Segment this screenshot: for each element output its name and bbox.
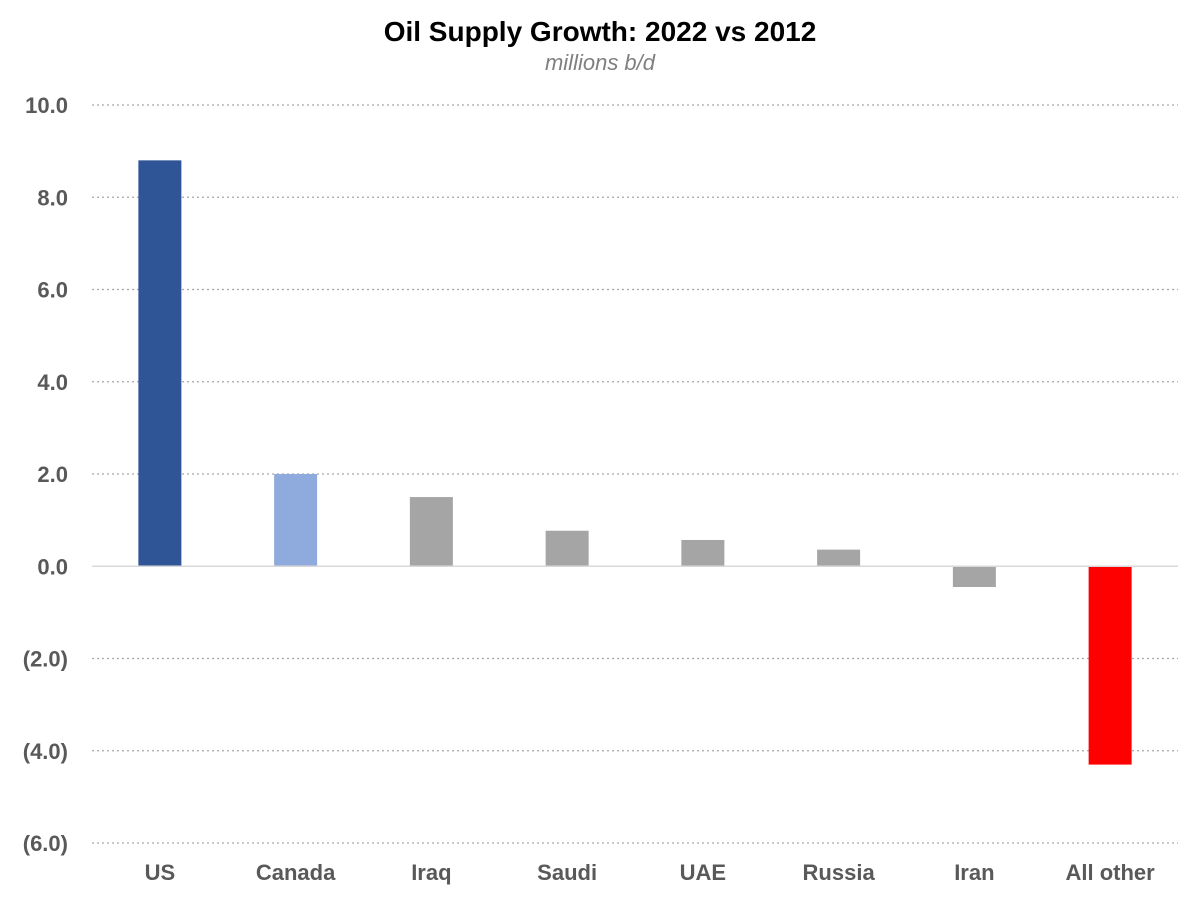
bar-russia	[817, 549, 861, 567]
y-tick-label: 6.0	[37, 278, 68, 303]
x-tick-label: Saudi	[537, 860, 597, 885]
y-tick-label: 2.0	[37, 462, 68, 487]
x-tick-label: US	[145, 860, 176, 885]
bar-saudi	[545, 530, 589, 567]
y-tick-label: (6.0)	[23, 831, 68, 856]
bar-iraq	[409, 497, 453, 567]
y-tick-label: (2.0)	[23, 647, 68, 672]
bar-us	[138, 160, 182, 567]
y-tick-label: 8.0	[37, 185, 68, 210]
bar-all-other	[1088, 566, 1132, 765]
bars	[138, 160, 1132, 765]
gridlines	[92, 104, 1178, 844]
x-tick-label: Russia	[803, 860, 876, 885]
x-tick-label: All other	[1066, 860, 1156, 885]
x-tick-label: Iran	[954, 860, 994, 885]
chart-title: Oil Supply Growth: 2022 vs 2012	[383, 16, 817, 47]
x-tick-label: Canada	[256, 860, 336, 885]
y-tick-label: (4.0)	[23, 739, 68, 764]
y-tick-label: 10.0	[25, 93, 68, 118]
x-tick-label: Iraq	[411, 860, 451, 885]
y-tick-label: 0.0	[37, 554, 68, 579]
y-tick-label: 4.0	[37, 370, 68, 395]
bar-uae	[681, 539, 725, 567]
x-axis-tick-labels: US Canada Iraq Saudi UAE Russia Iran All other	[145, 860, 1156, 885]
bar-canada	[274, 474, 318, 567]
bar-iran	[952, 566, 996, 588]
chart-subtitle: millions b/d	[544, 50, 656, 75]
x-tick-label: UAE	[680, 860, 726, 885]
y-axis-tick-labels: 10.0 8.0 6.0 4.0 2.0 0.0 (2.0) (4.0) (6.0)	[23, 93, 68, 856]
